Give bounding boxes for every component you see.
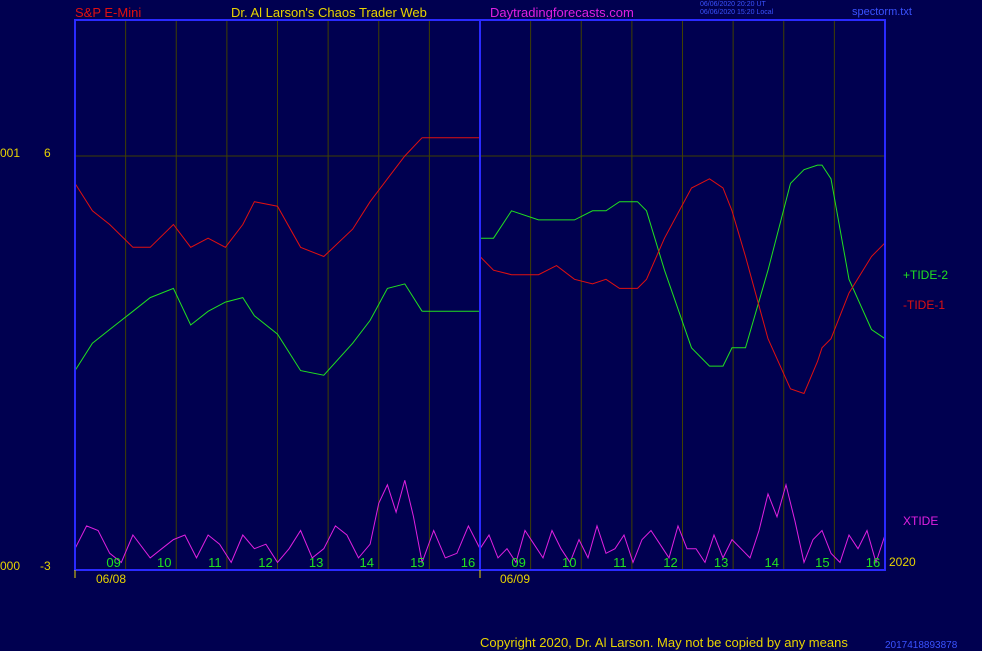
legend-plus-tide: +TIDE-2	[903, 268, 949, 282]
series-layer	[74, 137, 886, 565]
x-tick-label-b1: 10	[562, 555, 576, 570]
series-line-2b	[479, 178, 886, 395]
series-line-1b	[480, 164, 886, 367]
x-tick-label-a0: 09	[106, 555, 120, 570]
x-tick-label-b4: 13	[714, 555, 728, 570]
y-top-suffix: 001	[0, 146, 21, 160]
x-tick-label-a2: 11	[208, 555, 222, 570]
x-tick-label-b3: 12	[663, 555, 677, 570]
legend-xtide: XTIDE	[903, 514, 939, 528]
year-label: 2020	[889, 555, 916, 569]
series-line-2a	[74, 137, 423, 258]
y-bottom-suffix: 000	[0, 559, 21, 573]
series-line-3a	[74, 480, 886, 565]
author-title: Dr. Al Larson's Chaos Trader Web	[231, 5, 427, 20]
x-tick-label-a7: 16	[461, 555, 475, 570]
x-tick-label-a6: 15	[410, 555, 424, 570]
x-tick-label-a4: 13	[309, 555, 323, 570]
date-label-2: 06/09	[500, 572, 531, 586]
legend-minus-tide: -TIDE-1	[903, 298, 945, 312]
x-tick-label-b7: 16	[866, 555, 880, 570]
x-tick-label-b2: 11	[613, 555, 627, 570]
y-top-value: 6	[44, 146, 51, 160]
x-tick-label-b0: 09	[511, 555, 525, 570]
timestamp-utc: 06/06/2020 20:20 UT	[700, 1, 766, 8]
overlap-text: 2017418893878	[885, 640, 958, 651]
timestamp-local: 06/06/2020 15:20 Local	[700, 9, 774, 16]
copyright: Copyright 2020, Dr. Al Larson. May not b…	[480, 635, 848, 650]
file-name: spectorm.txt	[852, 6, 912, 18]
x-tick-labels: 09 10 11 12 13 14 15 16 09 10 11 12 13 14 15 16	[106, 555, 880, 570]
x-tick-label-b6: 15	[815, 555, 829, 570]
x-tick-label-a1: 10	[157, 555, 171, 570]
site-link[interactable]: Daytradingforecasts.com	[490, 5, 634, 20]
chart-frame	[74, 19, 886, 578]
x-tick-label-a3: 12	[258, 555, 272, 570]
x-tick-label-b5: 14	[765, 555, 779, 570]
x-tick-label-a5: 14	[360, 555, 374, 570]
date-label-1: 06/08	[96, 572, 127, 586]
y-bottom-value: -3	[40, 559, 51, 573]
symbol-title: S&P E-Mini	[75, 5, 142, 20]
series-line-1a	[74, 283, 423, 376]
